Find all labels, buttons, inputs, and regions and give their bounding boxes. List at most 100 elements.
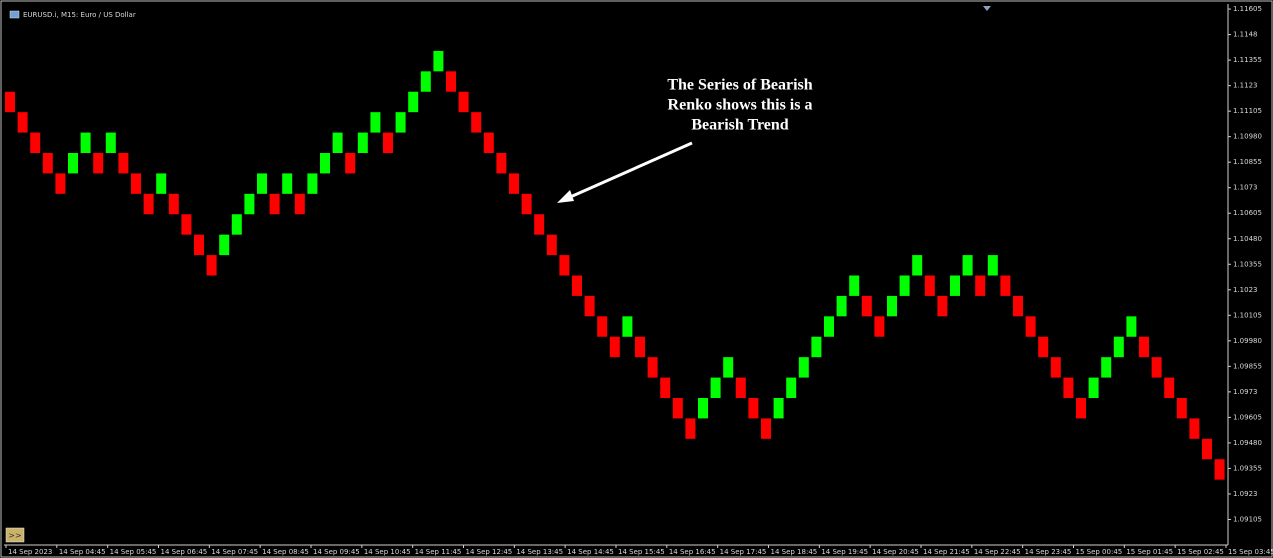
- renko-brick: [408, 92, 418, 112]
- annotation-line: Renko shows this is a: [668, 97, 813, 114]
- symbol-icon: [10, 11, 19, 18]
- y-tick-label: 1.09105: [1233, 515, 1262, 523]
- renko-brick: [786, 378, 796, 398]
- renko-brick: [194, 235, 204, 255]
- renko-brick: [748, 398, 758, 418]
- renko-brick: [937, 296, 947, 316]
- renko-brick: [1013, 296, 1023, 316]
- renko-brick: [1101, 357, 1111, 377]
- renko-brick: [43, 153, 53, 173]
- renko-brick: [610, 337, 620, 357]
- renko-brick: [396, 112, 406, 132]
- renko-brick: [1189, 418, 1199, 438]
- y-tick-label: 1.1123: [1233, 82, 1258, 90]
- y-tick-label: 1.10855: [1233, 158, 1262, 166]
- x-tick-label: 14 Sep 15:45: [618, 548, 665, 556]
- renko-brick: [963, 255, 973, 275]
- y-tick-label: 1.09605: [1233, 413, 1262, 421]
- y-tick-label: 1.11355: [1233, 56, 1262, 64]
- y-tick-label: 1.1073: [1233, 184, 1258, 192]
- renko-brick: [1202, 439, 1212, 459]
- renko-brick: [522, 194, 532, 214]
- renko-brick: [81, 133, 91, 153]
- renko-brick: [1177, 398, 1187, 418]
- x-tick-label: 14 Sep 06:45: [161, 548, 208, 556]
- x-tick-label: 14 Sep 08:45: [262, 548, 309, 556]
- renko-brick: [711, 378, 721, 398]
- renko-brick: [169, 194, 179, 214]
- renko-brick: [685, 418, 695, 438]
- x-tick-label: 14 Sep 04:45: [59, 548, 106, 556]
- y-tick-label: 1.10605: [1233, 209, 1262, 217]
- renko-brick: [534, 214, 544, 234]
- x-tick-label: 14 Sep 14:45: [567, 548, 614, 556]
- x-tick-label: 14 Sep 07:45: [211, 548, 258, 556]
- renko-brick: [1051, 357, 1061, 377]
- renko-brick: [270, 194, 280, 214]
- x-tick-label: 14 Sep 22:45: [974, 548, 1021, 556]
- y-tick-label: 1.09855: [1233, 362, 1262, 370]
- renko-brick: [1063, 378, 1073, 398]
- renko-brick: [648, 357, 658, 377]
- y-tick-label: 1.09980: [1233, 337, 1262, 345]
- renko-brick: [660, 378, 670, 398]
- renko-brick: [232, 214, 242, 234]
- renko-brick: [1215, 459, 1225, 479]
- renko-brick: [118, 153, 128, 173]
- chart: EURUSD.i, M15: Euro / US Dollar The Seri…: [0, 0, 1273, 558]
- renko-brick: [837, 296, 847, 316]
- renko-brick: [673, 398, 683, 418]
- scroll-button-label[interactable]: >>: [8, 531, 21, 540]
- x-tick-label: 14 Sep 20:45: [872, 548, 919, 556]
- renko-brick: [509, 173, 519, 193]
- renko-brick: [459, 92, 469, 112]
- x-tick-label: 14 Sep 10:45: [364, 548, 411, 556]
- y-tick-label: 1.1023: [1233, 286, 1258, 294]
- renko-brick: [1139, 337, 1149, 357]
- renko-brick: [433, 51, 443, 71]
- renko-brick: [597, 316, 607, 336]
- renko-brick: [244, 194, 254, 214]
- renko-brick: [585, 296, 595, 316]
- background: [0, 0, 1273, 558]
- y-tick-label: 1.11105: [1233, 107, 1262, 115]
- renko-brick: [622, 316, 632, 336]
- x-tick-label: 14 Sep 05:45: [110, 548, 157, 556]
- renko-brick: [887, 296, 897, 316]
- renko-brick: [988, 255, 998, 275]
- renko-brick: [862, 296, 872, 316]
- renko-brick: [5, 92, 15, 112]
- renko-brick: [1026, 316, 1036, 336]
- y-tick-label: 1.11605: [1233, 5, 1262, 13]
- y-tick-label: 1.10105: [1233, 311, 1262, 319]
- renko-brick: [824, 316, 834, 336]
- renko-brick: [1000, 276, 1010, 296]
- x-tick-label: 14 Sep 21:45: [923, 548, 970, 556]
- page: EURUSD Renko {"chart_data": { "type": "r…: [0, 0, 1273, 558]
- renko-brick: [30, 133, 40, 153]
- renko-brick: [333, 133, 343, 153]
- renko-brick: [635, 337, 645, 357]
- renko-brick: [774, 398, 784, 418]
- y-tick-label: 1.10355: [1233, 260, 1262, 268]
- renko-brick: [484, 133, 494, 153]
- renko-brick: [320, 153, 330, 173]
- x-tick-label: 14 Sep 12:45: [466, 548, 513, 556]
- y-tick-label: 1.10480: [1233, 235, 1262, 243]
- y-tick-label: 1.1148: [1233, 31, 1258, 39]
- x-tick-label: 15 Sep 00:45: [1076, 548, 1123, 556]
- renko-brick: [900, 276, 910, 296]
- renko-brick: [975, 276, 985, 296]
- renko-brick: [93, 153, 103, 173]
- x-tick-label: 14 Sep 18:45: [771, 548, 818, 556]
- renko-brick: [1089, 378, 1099, 398]
- renko-brick: [559, 255, 569, 275]
- renko-brick: [547, 235, 557, 255]
- renko-brick: [131, 173, 141, 193]
- x-tick-label: 14 Sep 19:45: [821, 548, 868, 556]
- instrument-label: EURUSD.i, M15: Euro / US Dollar: [23, 11, 136, 19]
- y-tick-label: 1.09355: [1233, 464, 1262, 472]
- x-tick-label: 14 Sep 09:45: [313, 548, 360, 556]
- annotation-line: Bearish Trend: [691, 117, 788, 134]
- renko-brick: [446, 71, 456, 91]
